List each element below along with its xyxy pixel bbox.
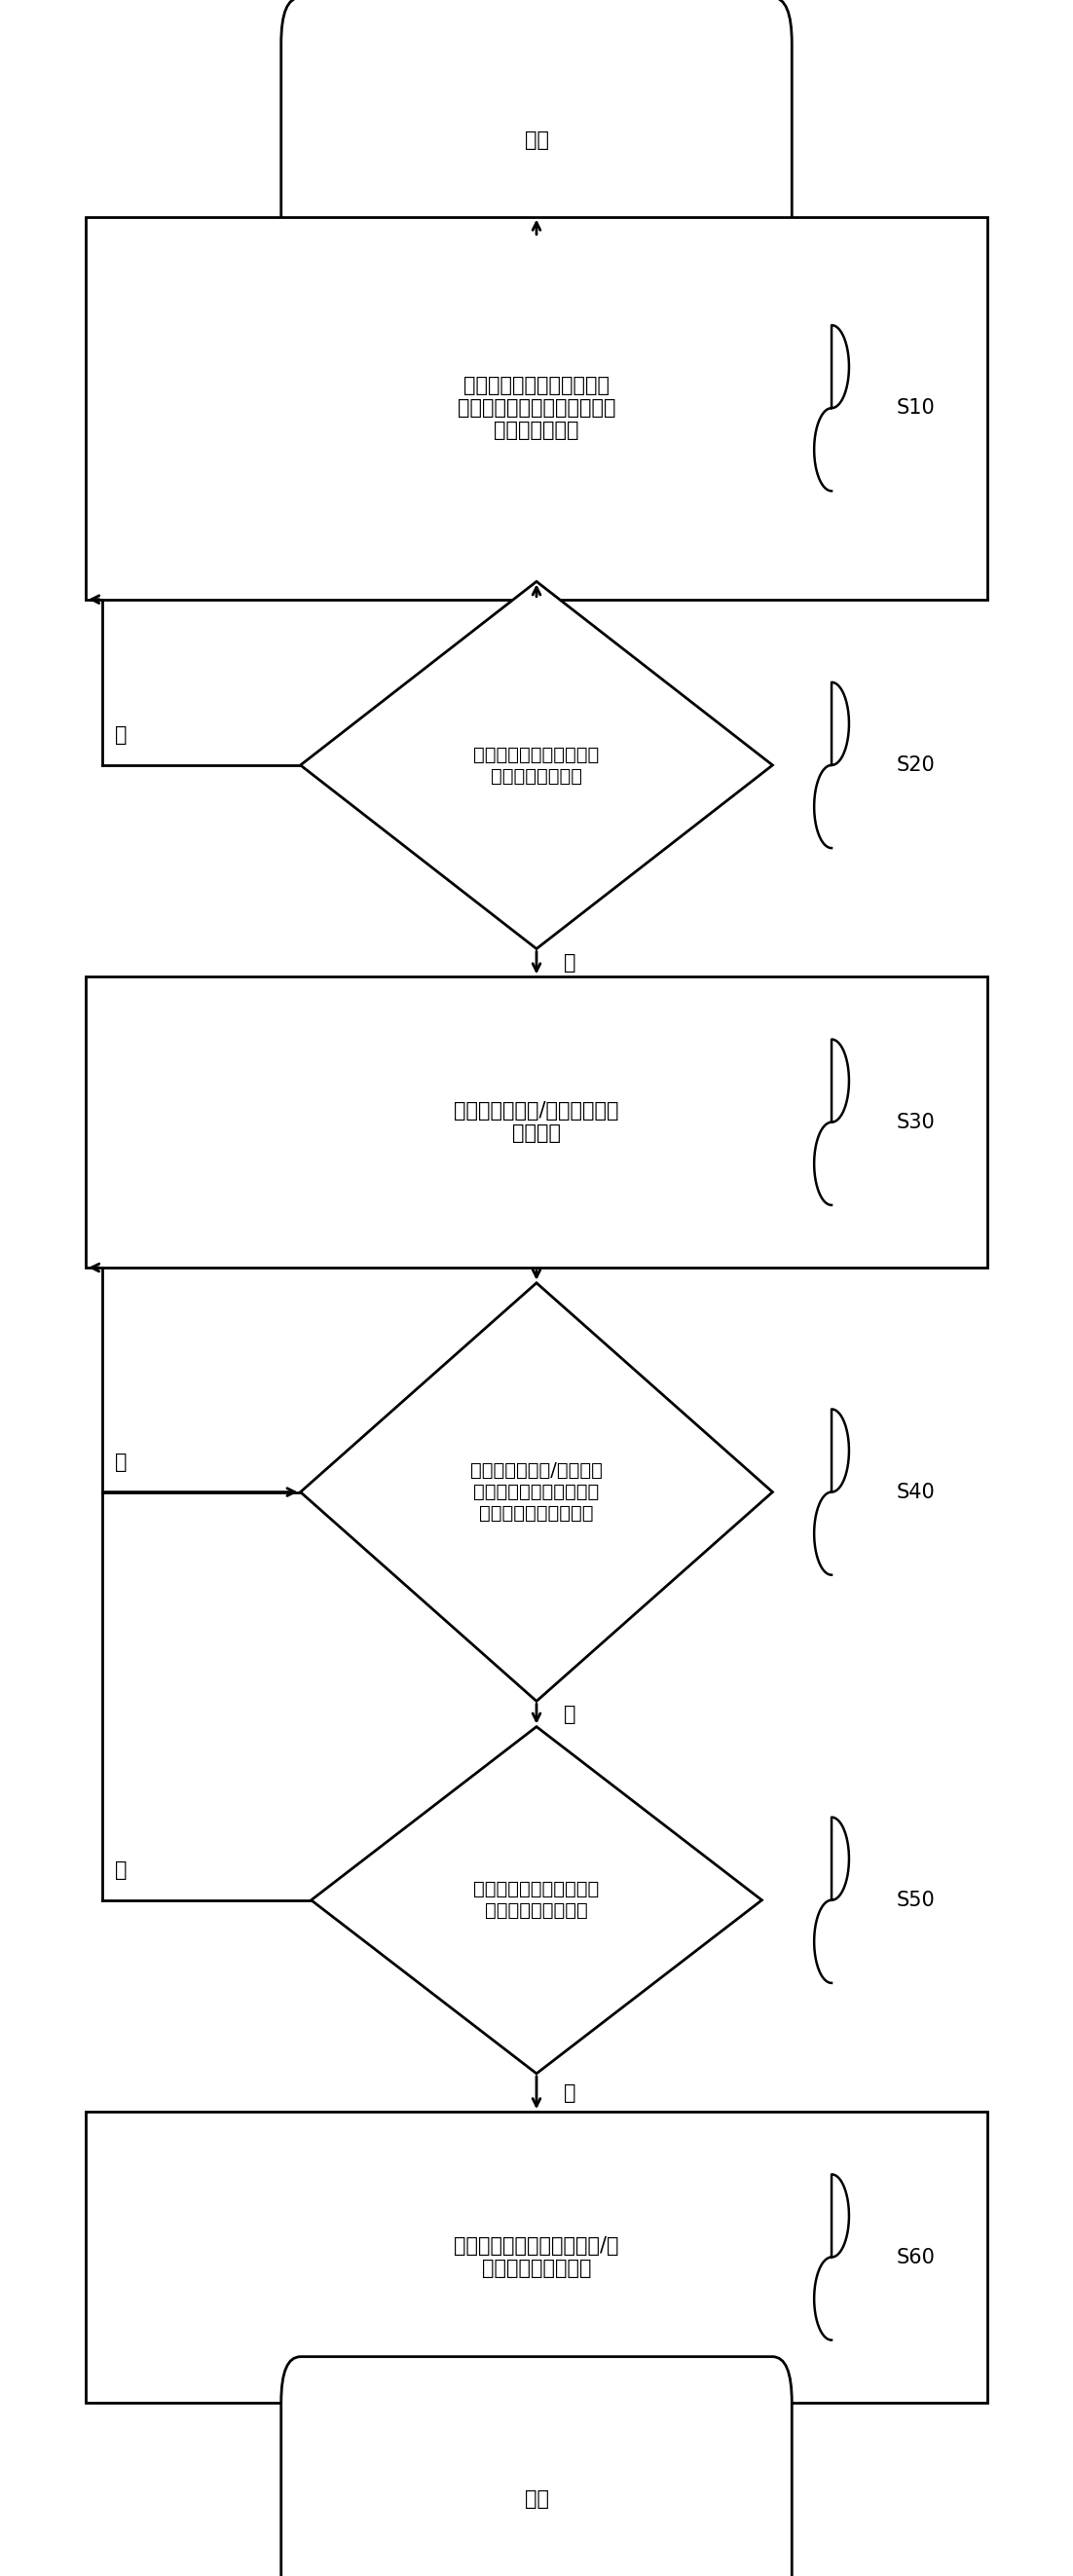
Polygon shape <box>300 1283 773 1700</box>
Text: 否: 否 <box>115 1860 127 1880</box>
Text: S60: S60 <box>896 2246 935 2267</box>
Text: 是: 是 <box>563 953 575 974</box>
Bar <box>86 976 987 1267</box>
FancyBboxPatch shape <box>281 0 792 283</box>
Text: 是: 是 <box>563 1705 575 1723</box>
Text: 确认第一回路和第二回路
的电磁阀是否打开？: 确认第一回路和第二回路 的电磁阀是否打开？ <box>473 1880 600 1919</box>
FancyBboxPatch shape <box>281 2357 792 2576</box>
Text: 打开第一回路和/或第二回路中
的电磁阀: 打开第一回路和/或第二回路中 的电磁阀 <box>454 1100 619 1144</box>
Text: 开始: 开始 <box>525 131 548 149</box>
Polygon shape <box>311 1726 762 2074</box>
Text: 结束: 结束 <box>525 2491 548 2509</box>
Text: 延迟一时间打开第三回路和/或
第四回路中的电磁阀: 延迟一时间打开第三回路和/或 第四回路中的电磁阀 <box>454 2236 619 2277</box>
Bar <box>86 2112 987 2403</box>
Polygon shape <box>300 582 773 948</box>
Text: S40: S40 <box>896 1481 935 1502</box>
Text: 分别检测第一回路、第二回
路、第三回路以及第四回路中
的电磁阀的气压: 分别检测第一回路、第二回 路、第三回路以及第四回路中 的电磁阀的气压 <box>457 376 616 440</box>
Text: S20: S20 <box>896 755 935 775</box>
Bar <box>86 216 987 600</box>
Text: 否: 否 <box>115 726 127 744</box>
Text: S10: S10 <box>896 399 935 417</box>
Text: 是: 是 <box>563 2084 575 2102</box>
Text: S30: S30 <box>896 1113 935 1131</box>
Text: S50: S50 <box>896 1891 935 1909</box>
Text: 否: 否 <box>115 1453 127 1471</box>
Text: 判断四条回路的气压是否
达到第一预设值？: 判断四条回路的气压是否 达到第一预设值？ <box>473 744 600 786</box>
Text: 判断第三回路和/或第四回
路中的气压对应的压力信
号是否达到第二预设值: 判断第三回路和/或第四回 路中的气压对应的压力信 号是否达到第二预设值 <box>470 1461 603 1522</box>
